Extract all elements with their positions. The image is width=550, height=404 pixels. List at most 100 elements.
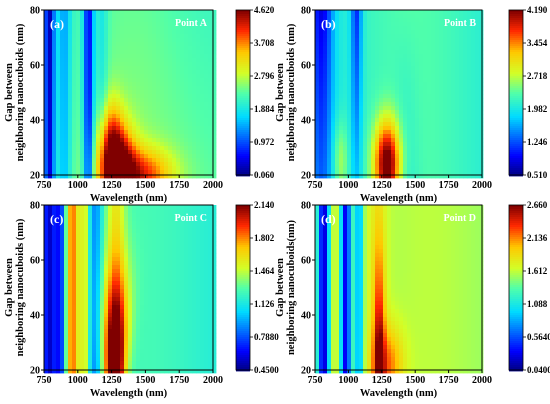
heatmap-cell: [160, 138, 165, 143]
heatmap-cell: [403, 86, 408, 91]
heatmap-cell: [439, 106, 444, 111]
heatmap-cell: [323, 46, 328, 51]
heatmap-cell: [64, 54, 69, 59]
heatmap-cell: [200, 82, 205, 87]
heatmap-cell: [100, 229, 105, 234]
heatmap-cell: [144, 241, 149, 246]
heatmap-cell: [351, 126, 356, 131]
heatmap-cell: [323, 30, 328, 35]
heatmap-cell: [140, 285, 145, 290]
heatmap-cell: [471, 146, 476, 151]
heatmap-cell: [60, 297, 65, 302]
heatmap-cell: [343, 70, 348, 75]
heatmap-cell: [359, 162, 364, 167]
heatmap-cell: [76, 30, 81, 35]
heatmap-cell: [395, 118, 400, 123]
heatmap-cell: [435, 110, 440, 115]
heatmap-cell: [88, 273, 93, 278]
heatmap-cell: [339, 66, 344, 71]
heatmap-cell: [212, 62, 217, 67]
heatmap-cell: [144, 38, 149, 43]
heatmap-cell: [128, 221, 133, 226]
heatmap-cell: [459, 146, 464, 151]
heatmap-cell: [208, 305, 213, 310]
heatmap-cell: [319, 106, 324, 111]
heatmap-cell: [375, 106, 380, 111]
heatmap-cell: [379, 94, 384, 99]
heatmap-cell: [347, 90, 352, 95]
heatmap-cell: [132, 257, 137, 262]
heatmap-cell: [148, 170, 153, 175]
heatmap-cell: [204, 297, 209, 302]
heatmap-cell: [459, 134, 464, 139]
colorbar-segment: [509, 124, 523, 127]
heatmap-cell: [347, 110, 352, 115]
heatmap-cell: [331, 130, 336, 135]
heatmap-cell: [343, 98, 348, 103]
x-axis-label: Wavelength (nm): [360, 193, 438, 204]
heatmap-cell: [447, 46, 452, 51]
heatmap-cell: [427, 102, 432, 107]
heatmap-cell: [92, 10, 97, 15]
heatmap-cell: [188, 229, 193, 234]
heatmap-cell: [44, 102, 49, 107]
heatmap-cell: [148, 54, 153, 59]
heatmap-cell: [88, 54, 93, 59]
heatmap-cell: [124, 66, 129, 71]
heatmap-cell: [100, 245, 105, 250]
heatmap-cell: [204, 122, 209, 127]
colorbar-segment: [509, 66, 523, 69]
heatmap-cell: [132, 106, 137, 111]
heatmap-cell: [355, 174, 360, 179]
heatmap-cell: [411, 106, 416, 111]
heatmap-cell: [88, 225, 93, 230]
heatmap-cell: [108, 78, 113, 83]
heatmap-cell: [52, 66, 57, 71]
heatmap-cell: [204, 90, 209, 95]
heatmap-cell: [471, 134, 476, 139]
heatmap-cell: [68, 102, 73, 107]
heatmap-cell: [212, 241, 217, 246]
heatmap-cell: [148, 229, 153, 234]
heatmap-cell: [164, 217, 169, 222]
heatmap-cell: [140, 118, 145, 123]
heatmap-cell: [44, 22, 49, 27]
heatmap-cell: [411, 66, 416, 71]
heatmap-cell: [415, 30, 420, 35]
heatmap-cell: [76, 14, 81, 19]
heatmap-cell: [112, 54, 117, 59]
heatmap-cell: [148, 285, 153, 290]
heatmap-cell: [423, 94, 428, 99]
heatmap-cell: [84, 118, 89, 123]
heatmap-cell: [347, 126, 352, 131]
heatmap-cell: [399, 86, 404, 91]
heatmap-cell: [56, 162, 61, 167]
heatmap-cell: [152, 154, 157, 159]
heatmap-cell: [128, 74, 133, 79]
heatmap-cell: [208, 102, 213, 107]
heatmap-cell: [156, 285, 161, 290]
heatmap-cell: [391, 30, 396, 35]
heatmap-cell: [315, 50, 320, 55]
heatmap-cell: [176, 110, 181, 115]
heatmap-cell: [124, 217, 129, 222]
colorbar-segment: [236, 84, 250, 87]
heatmap-cell: [76, 98, 81, 103]
heatmap-cell: [148, 10, 153, 15]
heatmap-cell: [44, 138, 49, 143]
heatmap-cell: [208, 74, 213, 79]
heatmap-cell: [212, 257, 217, 262]
heatmap-cell: [92, 82, 97, 87]
heatmap-cell: [327, 54, 332, 59]
heatmap-cell: [471, 98, 476, 103]
heatmap-cell: [64, 90, 69, 95]
heatmap-cell: [455, 90, 460, 95]
heatmap-cell: [80, 10, 85, 15]
heatmap-cell: [200, 78, 205, 83]
heatmap-cell: [375, 150, 380, 155]
heatmap-cell: [108, 209, 113, 214]
heatmap-cell: [116, 162, 121, 167]
heatmap-cell: [176, 34, 181, 39]
heatmap-cell: [84, 130, 89, 135]
heatmap-cell: [327, 146, 332, 151]
